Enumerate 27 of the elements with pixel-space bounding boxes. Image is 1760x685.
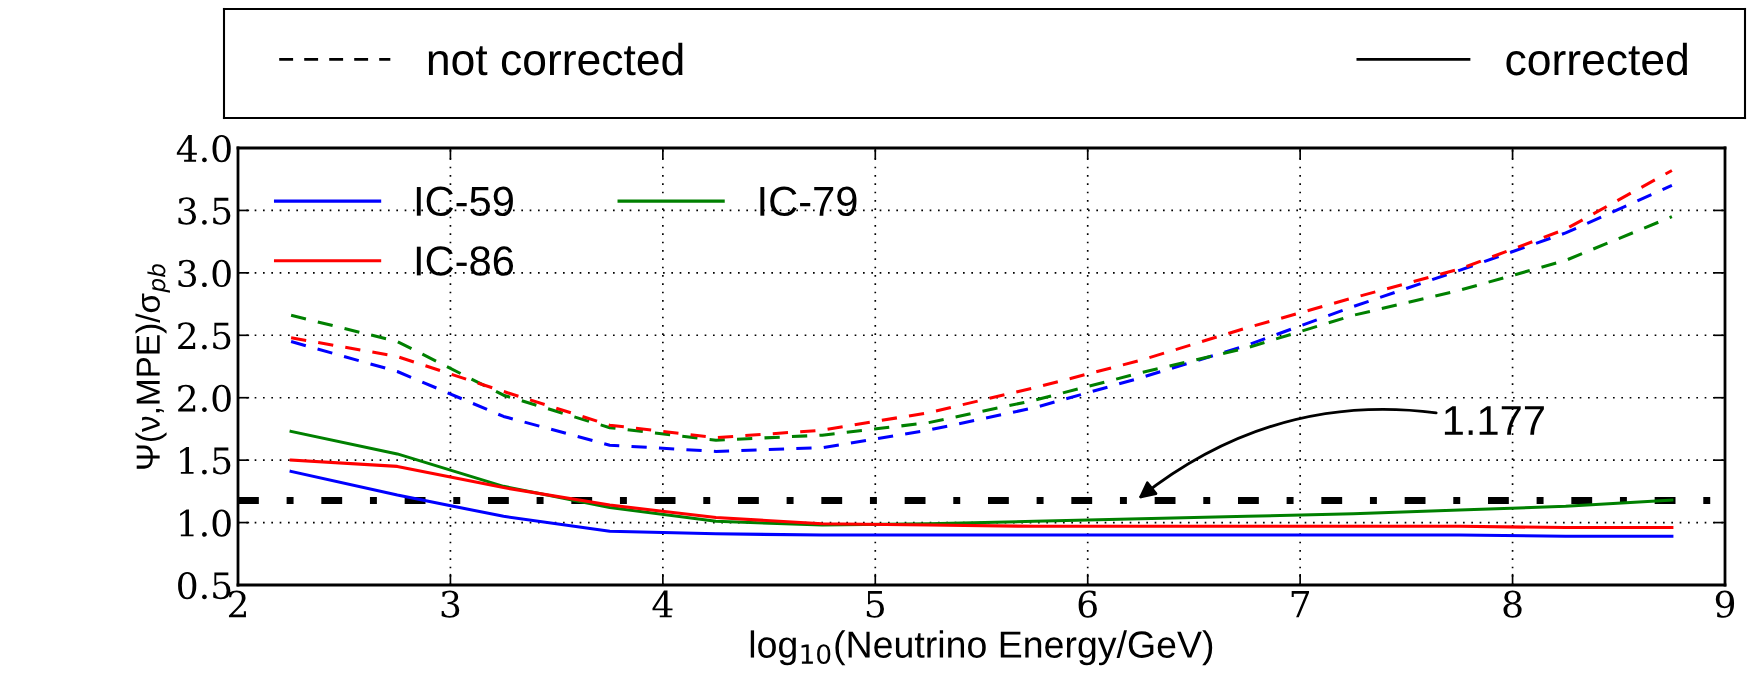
x-tick-label: 7 (1291, 590, 1310, 618)
line-series (289, 215, 1674, 442)
y-tick-label: 2.0 (178, 384, 231, 412)
y-tick-label: 1.0 (180, 509, 231, 537)
line-series (289, 469, 1674, 538)
x-tick-label: 3 (441, 590, 460, 618)
legend-label: IC-86 (416, 246, 514, 276)
x-tick-label: 8 (1503, 590, 1522, 618)
x-tick-label: 6 (1078, 590, 1097, 618)
y-tick-label: 3.5 (178, 197, 231, 225)
x-tick-label: 2 (228, 590, 246, 618)
x-tick-label: 4 (652, 590, 673, 618)
text: not corrected (428, 42, 683, 76)
legend-label: IC-79 (760, 186, 857, 217)
x-axis-title: log$_{10}$(Neutrino Energy/GeV) (750, 630, 1213, 666)
y-tick-label: 2.5 (178, 322, 231, 350)
text: corrected (1506, 42, 1687, 76)
x-tick-label: 5 (866, 590, 884, 618)
ref-line-label: 1.177 (1444, 406, 1544, 435)
y-tick-label: 0.5 (178, 571, 231, 600)
line-series (289, 458, 1674, 530)
legend-label: IC-59 (416, 186, 513, 217)
y-axis-title: Ψ(ν,MPE)/σ$_{pb}$ (135, 264, 170, 469)
y-tick-label: 4.0 (176, 134, 231, 163)
y-tick-label: 1.5 (180, 447, 231, 475)
x-tick-label: 9 (1715, 590, 1735, 618)
y-tick-label: 3.0 (178, 259, 231, 288)
